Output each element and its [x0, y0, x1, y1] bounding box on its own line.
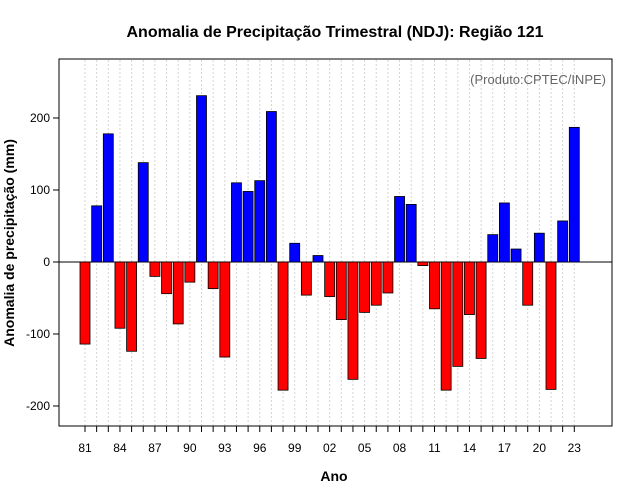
x-tick-label-90: 90 [183, 441, 197, 455]
bar-08 [394, 196, 405, 263]
bar-04 [347, 261, 359, 380]
bar-07 [382, 261, 394, 294]
chart-title: Anomalia de Precipitação Trimestral (NDJ… [126, 24, 543, 41]
bars [79, 95, 580, 391]
bar-16 [487, 234, 499, 263]
bar-96 [254, 180, 266, 263]
x-tick-label-05: 05 [358, 441, 372, 455]
bar-84 [114, 261, 126, 329]
x-tick-label-84: 84 [113, 441, 127, 455]
bar-20 [533, 232, 545, 263]
bar-17 [498, 202, 510, 263]
bar-90 [184, 261, 196, 283]
bar-88 [161, 261, 172, 295]
bar-06 [370, 261, 382, 306]
bar-03 [335, 261, 347, 320]
bar-01 [312, 255, 324, 263]
bar-22 [557, 220, 569, 263]
x-tick-label-81: 81 [78, 441, 92, 455]
bar-11 [429, 261, 440, 310]
x-tick-label-14: 14 [463, 441, 477, 455]
bar-83 [102, 133, 114, 263]
bar-87 [149, 261, 161, 277]
bar-93 [219, 261, 231, 358]
bar-23 [568, 126, 580, 263]
bar-21 [545, 261, 557, 390]
bar-85 [126, 261, 137, 352]
bar-92 [207, 261, 219, 290]
y-tick-label--200: -200 [26, 399, 50, 413]
bar-02 [324, 261, 336, 297]
bar-95 [242, 191, 254, 263]
y-axis: -200 -100 0 100 200 [26, 111, 59, 413]
bar-98 [277, 261, 289, 391]
x-tick-label-02: 02 [323, 441, 337, 455]
plot-frame [58, 58, 613, 427]
bar-15 [475, 261, 487, 359]
bar-18 [510, 248, 522, 263]
bar-13 [452, 261, 464, 367]
bar-89 [172, 261, 184, 325]
bar-10 [417, 261, 429, 266]
x-tick-label-20: 20 [533, 441, 547, 455]
bar-12 [440, 261, 452, 391]
bar-97 [265, 111, 277, 263]
x-tick-label-87: 87 [148, 441, 162, 455]
x-tick-label-99: 99 [288, 441, 302, 455]
y-tick-label-100: 100 [30, 183, 50, 197]
y-tick-label-200: 200 [30, 111, 50, 125]
bar-86 [137, 162, 149, 263]
x-tick-label-11: 11 [428, 441, 441, 455]
x-tick-label-96: 96 [253, 441, 267, 455]
x-axis-title: Ano [320, 468, 347, 484]
y-axis-title: Anomalia de precipitação (mm) [1, 139, 17, 347]
bar-94 [231, 182, 242, 263]
bar-09 [405, 203, 417, 263]
y-tick-label--100: -100 [26, 327, 50, 341]
bar-14 [464, 261, 475, 315]
x-axis: 81 84 87 90 93 96 99 02 05 08 11 14 17 20 23 [78, 426, 581, 455]
bar-05 [359, 261, 371, 313]
x-tick-label-17: 17 [498, 441, 512, 455]
credit-text: (Produto:CPTEC/INPE) [470, 72, 606, 87]
x-tick-label-93: 93 [218, 441, 232, 455]
y-tick-label-0: 0 [43, 255, 50, 269]
bar-91 [196, 95, 207, 263]
bar-19 [522, 261, 534, 306]
x-tick-label-23: 23 [568, 441, 582, 455]
bar-82 [91, 205, 103, 263]
bar-00 [300, 261, 312, 296]
bar-99 [289, 242, 301, 263]
x-tick-label-08: 08 [393, 441, 407, 455]
bar-81 [79, 261, 91, 345]
